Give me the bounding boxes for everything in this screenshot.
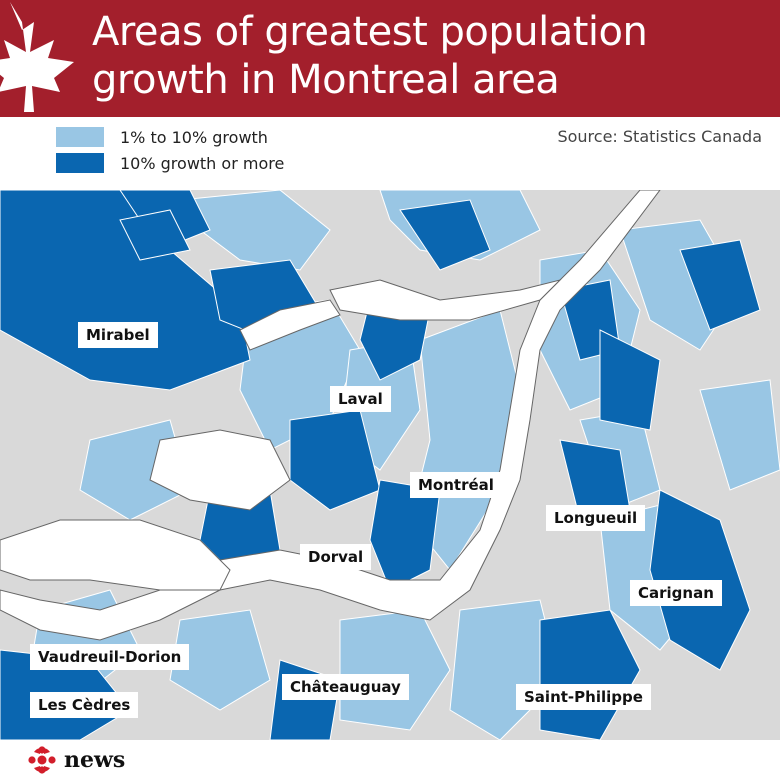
map-canvas xyxy=(0,190,780,740)
legend-item-dark: 10% growth or more xyxy=(56,150,284,176)
legend-label-light: 1% to 10% growth xyxy=(120,127,268,147)
place-label-mirabel: Mirabel xyxy=(78,322,158,348)
place-label-les-cedres: Les Cèdres xyxy=(30,692,139,718)
legend-swatch-light xyxy=(56,127,104,147)
place-label-longueuil: Longueuil xyxy=(546,505,646,531)
place-label-dorval: Dorval xyxy=(300,544,372,570)
region-light xyxy=(699,379,780,491)
maple-leaf-icon xyxy=(0,2,74,112)
region-dark xyxy=(679,239,761,331)
logo-text: news xyxy=(64,747,126,773)
region-dark xyxy=(269,659,341,740)
title-line-1: Areas of greatest population xyxy=(92,9,648,55)
map-area: Mirabel Laval Montréal Longueuil Dorval … xyxy=(0,190,780,740)
region-dark xyxy=(119,209,191,261)
water-bodies xyxy=(0,190,661,641)
riviere-des-mille-iles xyxy=(239,299,341,351)
cbc-news-logo: news xyxy=(26,746,125,774)
legend-swatch-dark xyxy=(56,153,104,173)
region-light xyxy=(169,609,271,711)
place-label-carignan: Carignan xyxy=(630,580,722,606)
cbc-gem-icon xyxy=(28,746,56,774)
place-label-laval: Laval xyxy=(330,386,391,412)
source-credit: Source: Statistics Canada xyxy=(557,127,762,146)
riviere-des-prairies xyxy=(329,279,562,321)
region-dark xyxy=(539,609,641,740)
region-dark xyxy=(599,329,661,431)
title-banner: Areas of greatest population growth in M… xyxy=(0,0,780,117)
region-dark xyxy=(399,199,491,271)
lake-saint-louis xyxy=(0,519,231,591)
map-title: Areas of greatest population growth in M… xyxy=(92,8,648,104)
lake-deux-montagnes xyxy=(149,429,291,511)
legend-item-light: 1% to 10% growth xyxy=(56,124,284,150)
place-label-chateauguay: Châteauguay xyxy=(282,674,409,700)
legend: 1% to 10% growth 10% growth or more xyxy=(56,124,284,176)
title-line-2: growth in Montreal area xyxy=(92,57,560,103)
footer: news xyxy=(0,740,780,780)
place-label-montreal: Montréal xyxy=(410,472,502,498)
place-label-vaudreuil-dorion: Vaudreuil-Dorion xyxy=(30,644,190,670)
place-label-saint-philippe: Saint-Philippe xyxy=(516,684,651,710)
saint-lawrence-river xyxy=(0,190,661,641)
region-light xyxy=(339,609,451,731)
legend-label-dark: 10% growth or more xyxy=(120,153,285,173)
